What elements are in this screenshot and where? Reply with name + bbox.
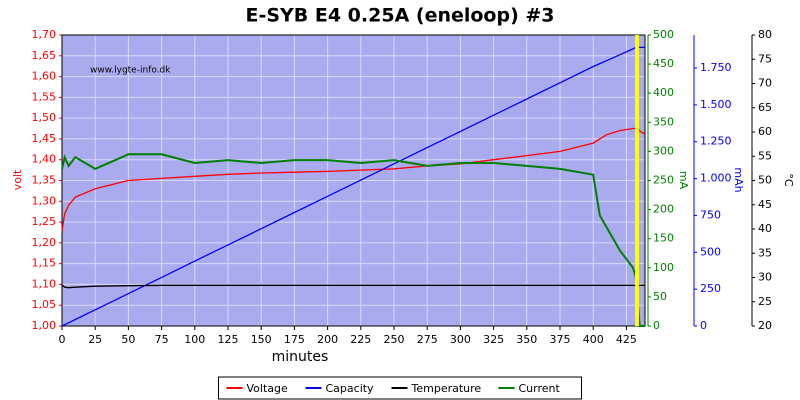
y4-tick-label: 55 (758, 149, 772, 162)
x-tick-label: 300 (450, 333, 471, 346)
x-tick-label: 25 (88, 333, 102, 346)
y-tick-label: 1,45 (32, 132, 57, 145)
x-tick-label: 100 (184, 333, 205, 346)
legend-label: Voltage (247, 382, 288, 395)
y2-tick-label: 300 (653, 144, 674, 157)
y4-tick-label: 35 (758, 246, 772, 259)
y4-tick-label: 80 (758, 28, 772, 41)
legend-label: Capacity (326, 382, 375, 395)
x-tick-label: 0 (59, 333, 66, 346)
y-tick-label: 1,65 (32, 49, 57, 62)
legend-label: Temperature (411, 382, 482, 395)
y-tick-label: 1,15 (32, 257, 57, 270)
x-tick-label: 400 (583, 333, 604, 346)
y4-tick-label: 45 (758, 198, 772, 211)
y-tick-label: 1,10 (32, 277, 57, 290)
x-tick-label: 375 (550, 333, 571, 346)
x-tick-label: 75 (155, 333, 169, 346)
series-line (61, 127, 646, 231)
y2-tick-label: 50 (653, 290, 667, 303)
y2-tick-label: 150 (653, 232, 674, 245)
y4-tick-label: 40 (758, 222, 772, 235)
y-tick-label: 1,00 (32, 319, 57, 332)
y4-tick-label: 50 (758, 174, 772, 187)
y3-tick-label: 1.750 (700, 61, 732, 74)
plot-border (61, 34, 646, 327)
y-tick-label: 1,35 (32, 174, 57, 187)
legend-label: Current (519, 382, 561, 395)
y4-tick-label: 60 (758, 125, 772, 138)
y-tick-label: 1,25 (32, 215, 57, 228)
series-line (61, 153, 645, 327)
x-tick-label: 175 (284, 333, 305, 346)
y3-tick-label: 1.500 (700, 98, 732, 111)
y-axis-label: volt (11, 169, 24, 190)
y4-tick-label: 30 (758, 271, 772, 284)
y4-tick-label: 20 (758, 319, 772, 332)
y2-tick-label: 500 (653, 28, 674, 41)
x-tick-label: 200 (317, 333, 338, 346)
chart-title: E-SYB E4 0.25A (eneloop) #3 (245, 5, 554, 27)
y-tick-label: 1,05 (32, 298, 57, 311)
y3-tick-label: 0 (700, 319, 707, 332)
y4-tick-label: 75 (758, 52, 772, 65)
x-tick-label: 225 (350, 333, 371, 346)
y4-tick-label: 70 (758, 77, 772, 90)
x-tick-label: 150 (251, 333, 272, 346)
y2-tick-label: 100 (653, 261, 674, 274)
y2-axis-label: mA (677, 171, 690, 190)
x-tick-label: 125 (218, 333, 239, 346)
x-tick-label: 350 (516, 333, 537, 346)
y2-tick-label: 400 (653, 86, 674, 99)
y-tick-label: 1,40 (32, 153, 57, 166)
y3-axis-label: mAh (732, 167, 745, 192)
series-line (61, 284, 645, 289)
x-axis-label: minutes (272, 349, 329, 365)
y3-tick-label: 1.000 (700, 172, 732, 185)
y2-tick-label: 450 (653, 57, 674, 70)
y2-tick-label: 250 (653, 174, 674, 187)
legend: Voltage Capacity Temperature Current (218, 376, 582, 400)
y4-tick-label: 25 (758, 295, 772, 308)
y3-tick-label: 250 (700, 282, 721, 295)
y3-tick-label: 750 (700, 208, 721, 221)
x-tick-label: 425 (616, 333, 637, 346)
y-tick-label: 1,60 (32, 70, 57, 83)
x-tick-label: 50 (121, 333, 135, 346)
y3-tick-label: 1.250 (700, 135, 732, 148)
y4-axis-label: °C (782, 173, 795, 187)
y2-tick-label: 0 (653, 319, 660, 332)
y-tick-label: 1,70 (32, 28, 57, 41)
x-tick-label: 325 (483, 333, 504, 346)
y-tick-label: 1,20 (32, 236, 57, 249)
y3-tick-label: 500 (700, 245, 721, 258)
y2-tick-label: 350 (653, 115, 674, 128)
annotation: www.lygte-info.dk (90, 66, 171, 76)
x-tick-label: 275 (417, 333, 438, 346)
y2-tick-label: 200 (653, 203, 674, 216)
y-tick-label: 1,30 (32, 194, 57, 207)
y4-tick-label: 65 (758, 101, 772, 114)
series-line (61, 46, 645, 327)
y-tick-label: 1,50 (32, 111, 57, 124)
y-tick-label: 1,55 (32, 90, 57, 103)
x-tick-label: 250 (384, 333, 405, 346)
